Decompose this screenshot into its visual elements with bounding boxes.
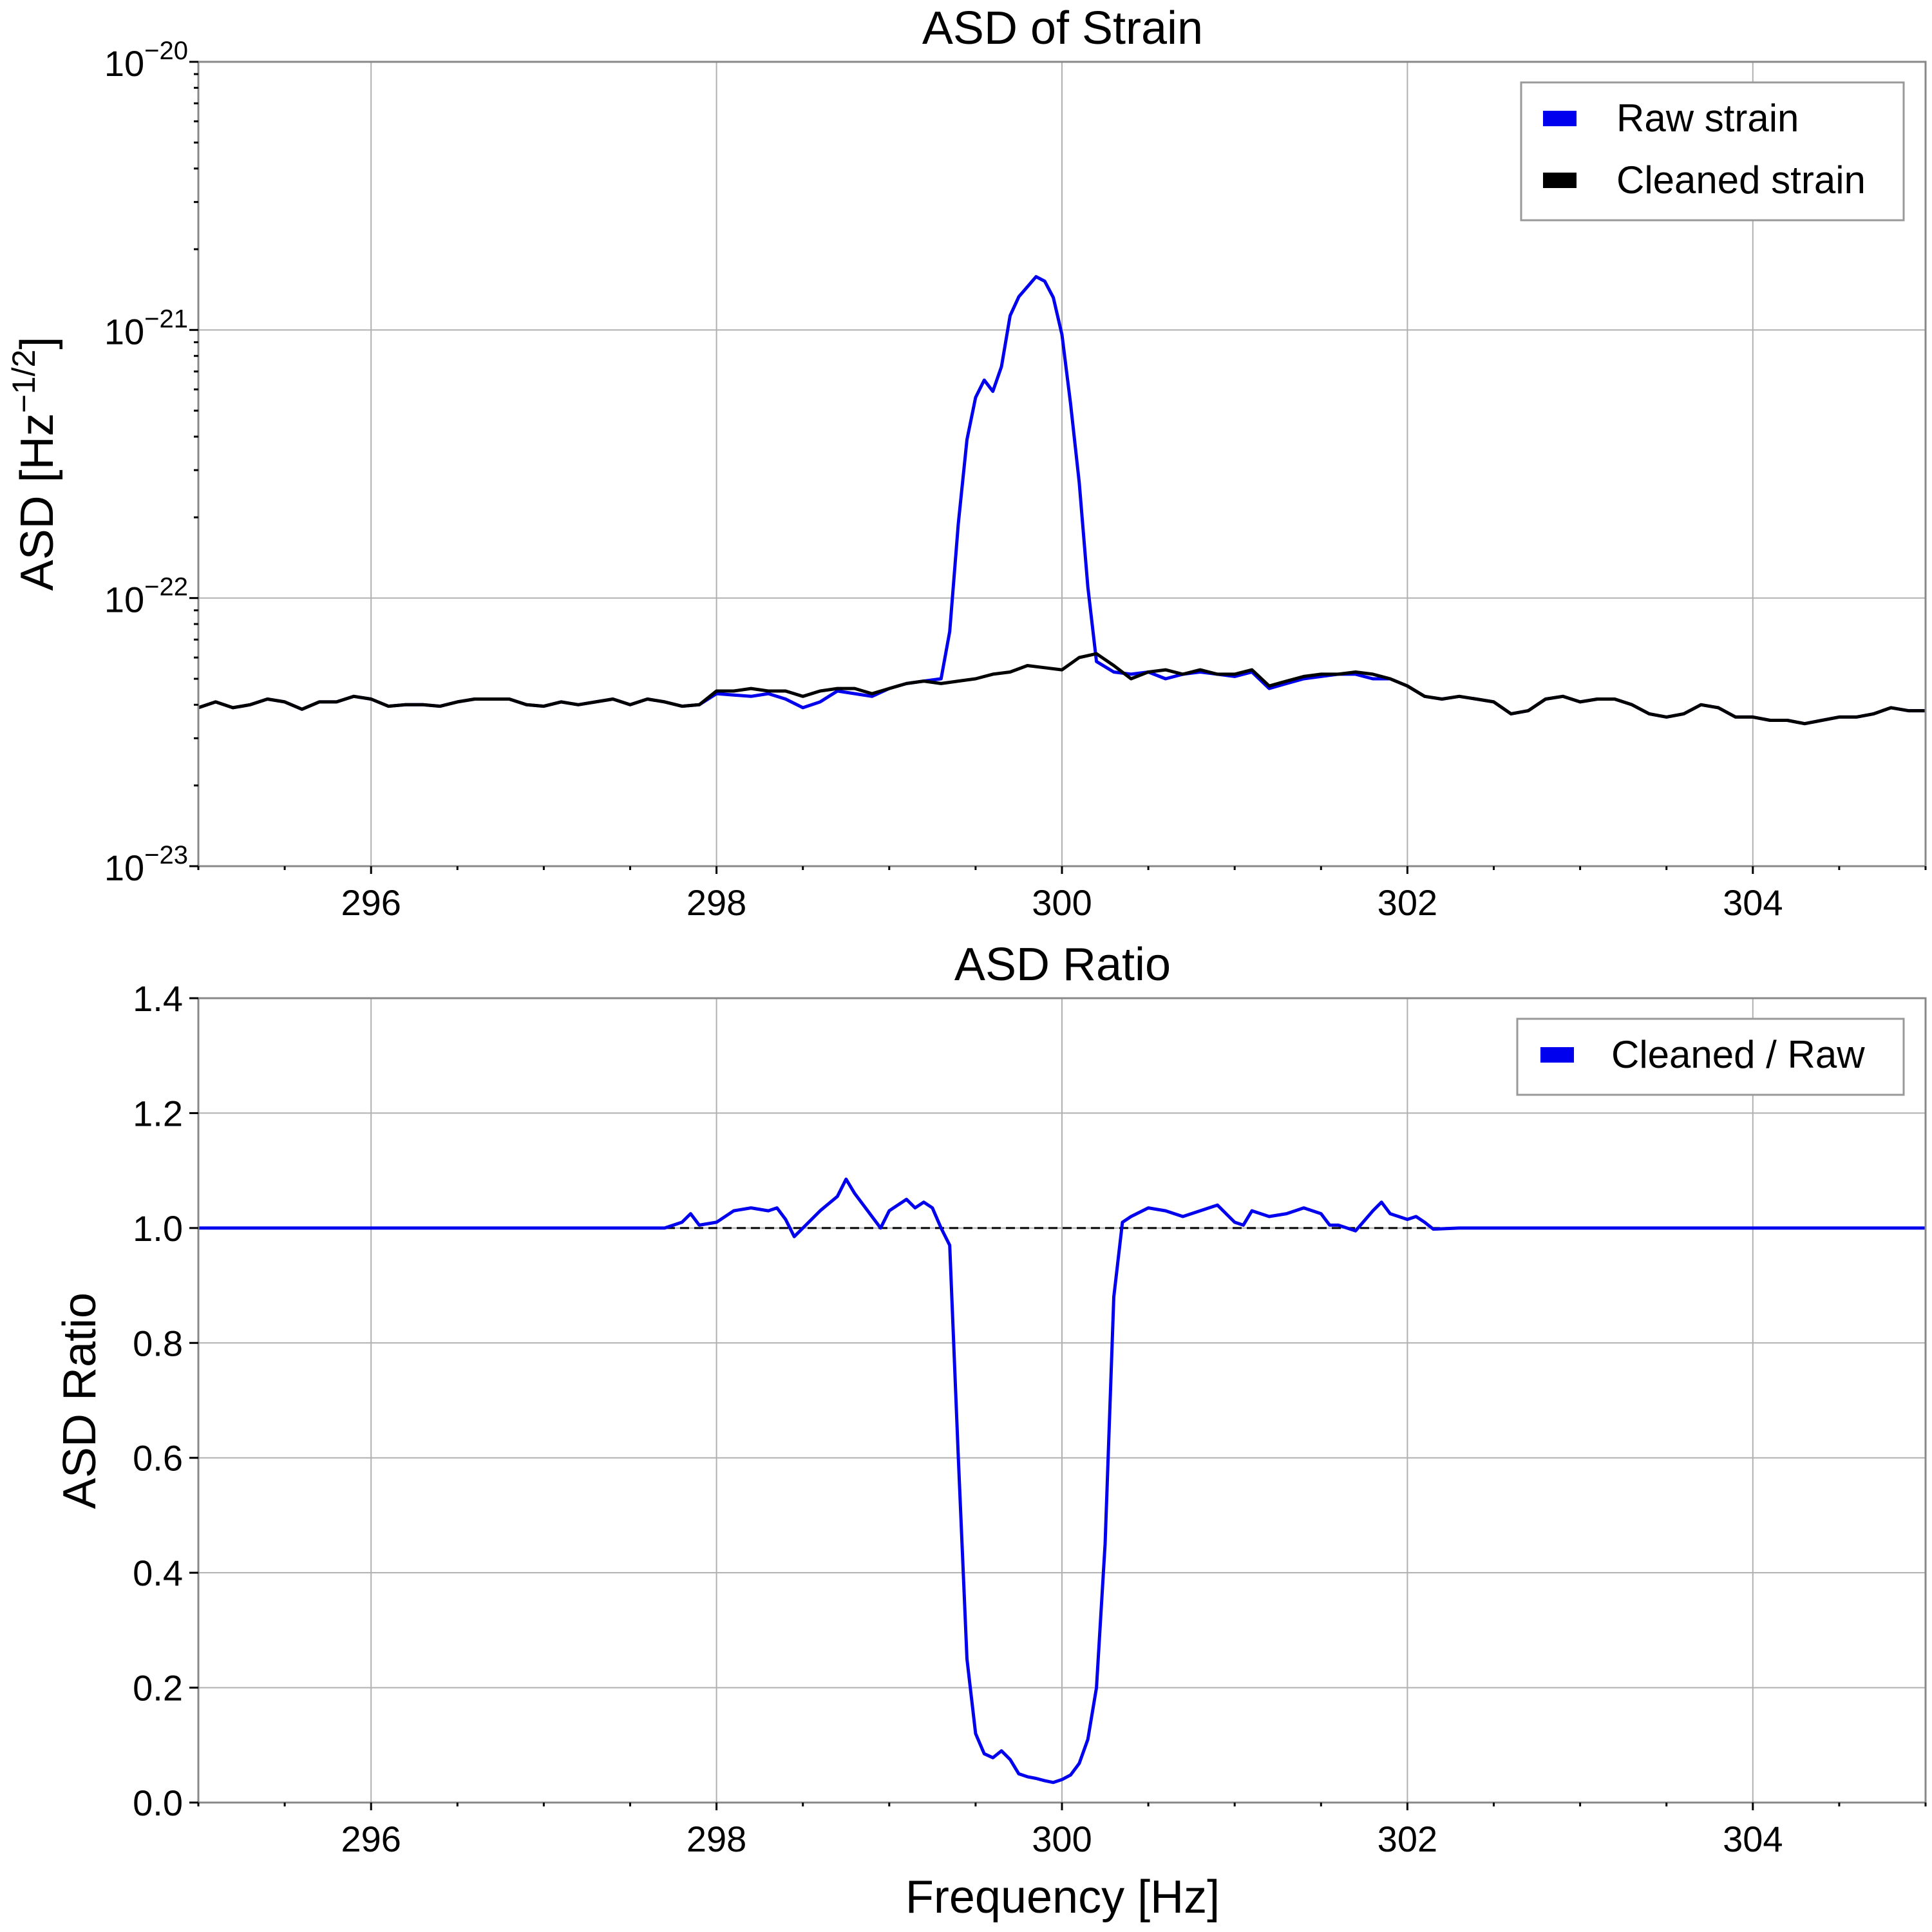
asd-ratio-y-tick-label: 1.2 [133,1093,183,1133]
asd-strain-x-tick-label: 304 [1723,882,1783,923]
asd-ratio-y-tick-label: 1.0 [133,1208,183,1249]
y-tick-base: 10 [104,580,144,620]
asd-strain-x-tick-label: 298 [687,882,746,923]
legend-swatch-raw-strain [1543,111,1577,126]
asd-ratio-y-tick-label: 0.8 [133,1323,183,1363]
asd-strain-x-tick-label: 300 [1032,882,1092,923]
y-tick-exponent: −21 [144,305,188,333]
asd-ratio-legend-box [1516,1018,1905,1096]
asd-strain-series [198,275,1926,726]
asd-ratio-legend: Cleaned / Raw [1516,1018,1905,1096]
asd-ratio-grid [198,998,1926,1803]
asd-ratio-y-tick-label: 0.0 [133,1783,183,1823]
series-line-cleaned-raw [198,1177,1926,1785]
asd-ratio-x-tick-label: 302 [1378,1819,1437,1859]
asd-ratio-panel: ASD Ratio 0.00.20.40.60.81.01.21.4 296 29… [54,939,1927,1923]
asd-strain-y-label: ASD [Hz−1/2] [6,337,63,591]
legend-label-raw-strain: Raw strain [1616,97,1799,140]
asd-strain-x-ticks: 296 298 300 302 304 [197,866,1927,923]
asd-ratio-y-tick-label: 0.4 [133,1553,183,1593]
legend-label-cleaned-strain: Cleaned strain [1616,158,1866,202]
legend-swatch-cleaned-strain [1543,173,1577,188]
asd-ratio-y-tick-label: 0.2 [133,1668,183,1709]
asd-strain-y-tick-label: 10−21 [104,305,188,352]
asd-strain-x-tick-label: 296 [341,882,401,923]
asd-ratio-x-ticks: 296 298 300 302 304 [197,1803,1927,1859]
asd-strain-y-tick-label: 10−23 [104,841,188,888]
asd-strain-title: ASD of Strain [922,3,1203,54]
asd-ratio-series [198,1177,1926,1785]
series-line-cleaned-strain [198,652,1926,726]
y-tick-base: 10 [104,848,144,888]
asd-strain-legend-box [1520,81,1905,222]
legend-swatch-cleaned-raw [1540,1047,1574,1063]
asd-strain-y-tick-label: 10−20 [104,37,188,84]
asd-ratio-x-tick-label: 296 [341,1819,401,1859]
y-tick-exponent: −23 [144,841,188,869]
asd-ratio-title: ASD Ratio [954,939,1171,990]
asd-ratio-y-ticks: 0.0 0.2 0.4 0.6 0.8 1.0 1.2 1.4 [133,978,198,1823]
asd-ratio-y-label: ASD Ratio [54,1293,106,1509]
asd-ratio-y-tick-label: 1.4 [133,978,183,1019]
asd-strain-legend: Raw strain Cleaned strain [1520,81,1905,222]
frequency-x-label: Frequency [Hz] [905,1871,1220,1923]
legend-label-cleaned-raw: Cleaned / Raw [1611,1033,1865,1076]
y-tick-base: 10 [104,43,144,84]
y-tick-exponent: −22 [144,573,188,601]
y-tick-base: 10 [104,311,144,352]
asd-strain-y-tick-label: 10−22 [104,573,188,620]
asd-ratio-x-tick-label: 300 [1032,1819,1092,1859]
y-tick-exponent: −20 [144,37,188,65]
asd-ratio-x-tick-label: 298 [687,1819,746,1859]
asd-strain-x-tick-label: 302 [1378,882,1437,923]
asd-ratio-y-tick-label: 0.6 [133,1438,183,1479]
asd-ratio-x-tick-label: 304 [1723,1819,1783,1859]
